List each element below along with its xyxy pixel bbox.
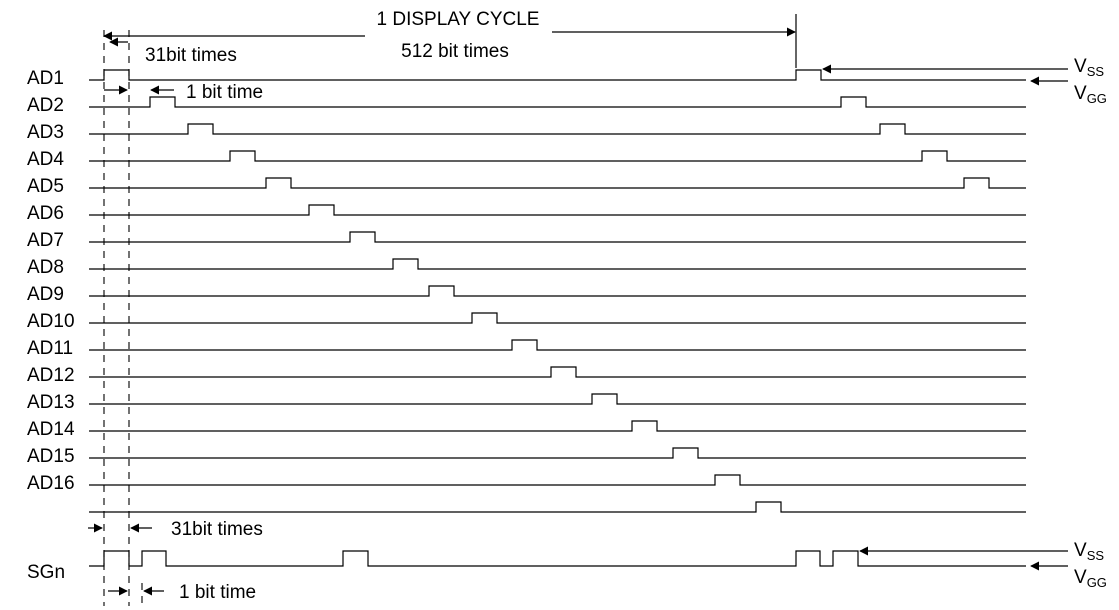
vgg-label-top: VGG bbox=[1074, 83, 1107, 106]
vss-label-bottom: VSS bbox=[1074, 540, 1104, 563]
bottom-width-label: 1 bit time bbox=[179, 582, 256, 603]
display-cycle-title: 1 DISPLAY CYCLE bbox=[377, 9, 540, 30]
signal-label: AD7 bbox=[27, 230, 64, 251]
waveform-ad17 bbox=[89, 501, 1026, 513]
vgg-label-bottom: VGG bbox=[1074, 567, 1107, 590]
signal-label: AD11 bbox=[27, 338, 73, 359]
sg-label: SGn bbox=[27, 562, 65, 583]
signal-label: AD1 bbox=[27, 68, 64, 89]
waveform-ad11 bbox=[89, 339, 1026, 351]
waveform-ad9 bbox=[89, 285, 1026, 297]
signal-label: AD14 bbox=[27, 419, 75, 440]
signal-label: AD5 bbox=[27, 176, 64, 197]
waveform-ad3 bbox=[89, 123, 1026, 135]
signal-label: AD10 bbox=[27, 311, 75, 332]
signal-label: AD3 bbox=[27, 122, 64, 143]
signal-label: AD16 bbox=[27, 473, 75, 494]
signal-label: AD15 bbox=[27, 446, 75, 467]
waveform-ad5 bbox=[89, 177, 1026, 189]
bottom-gap-label: 31bit times bbox=[171, 519, 263, 540]
signal-label: AD12 bbox=[27, 365, 75, 386]
signal-label: AD8 bbox=[27, 257, 64, 278]
waveform-ad6 bbox=[89, 204, 1026, 216]
waveform-ad8 bbox=[89, 258, 1026, 270]
signal-label: AD13 bbox=[27, 392, 75, 413]
waveform-ad16 bbox=[89, 474, 1026, 486]
waveform-ad7 bbox=[89, 231, 1026, 243]
waveform-sgn bbox=[89, 550, 1026, 567]
waveform-ad13 bbox=[89, 393, 1026, 405]
top-gap-label: 31bit times bbox=[145, 45, 237, 66]
top-width-label: 1 bit time bbox=[186, 82, 263, 103]
display-cycle-subtitle: 512 bit times bbox=[401, 41, 509, 62]
waveform-ad2 bbox=[89, 96, 1026, 108]
waveform-ad15 bbox=[89, 447, 1026, 459]
waveform-ad10 bbox=[89, 312, 1026, 324]
vss-label-top: VSS bbox=[1074, 56, 1104, 79]
waveform-ad4 bbox=[89, 150, 1026, 162]
waveform-ad12 bbox=[89, 366, 1026, 378]
signal-label: AD4 bbox=[27, 149, 64, 170]
waveform-ad1 bbox=[89, 69, 1026, 81]
signal-label: AD6 bbox=[27, 203, 64, 224]
waveform-ad14 bbox=[89, 420, 1026, 432]
signal-label: AD9 bbox=[27, 284, 64, 305]
signal-label: AD2 bbox=[27, 95, 64, 116]
